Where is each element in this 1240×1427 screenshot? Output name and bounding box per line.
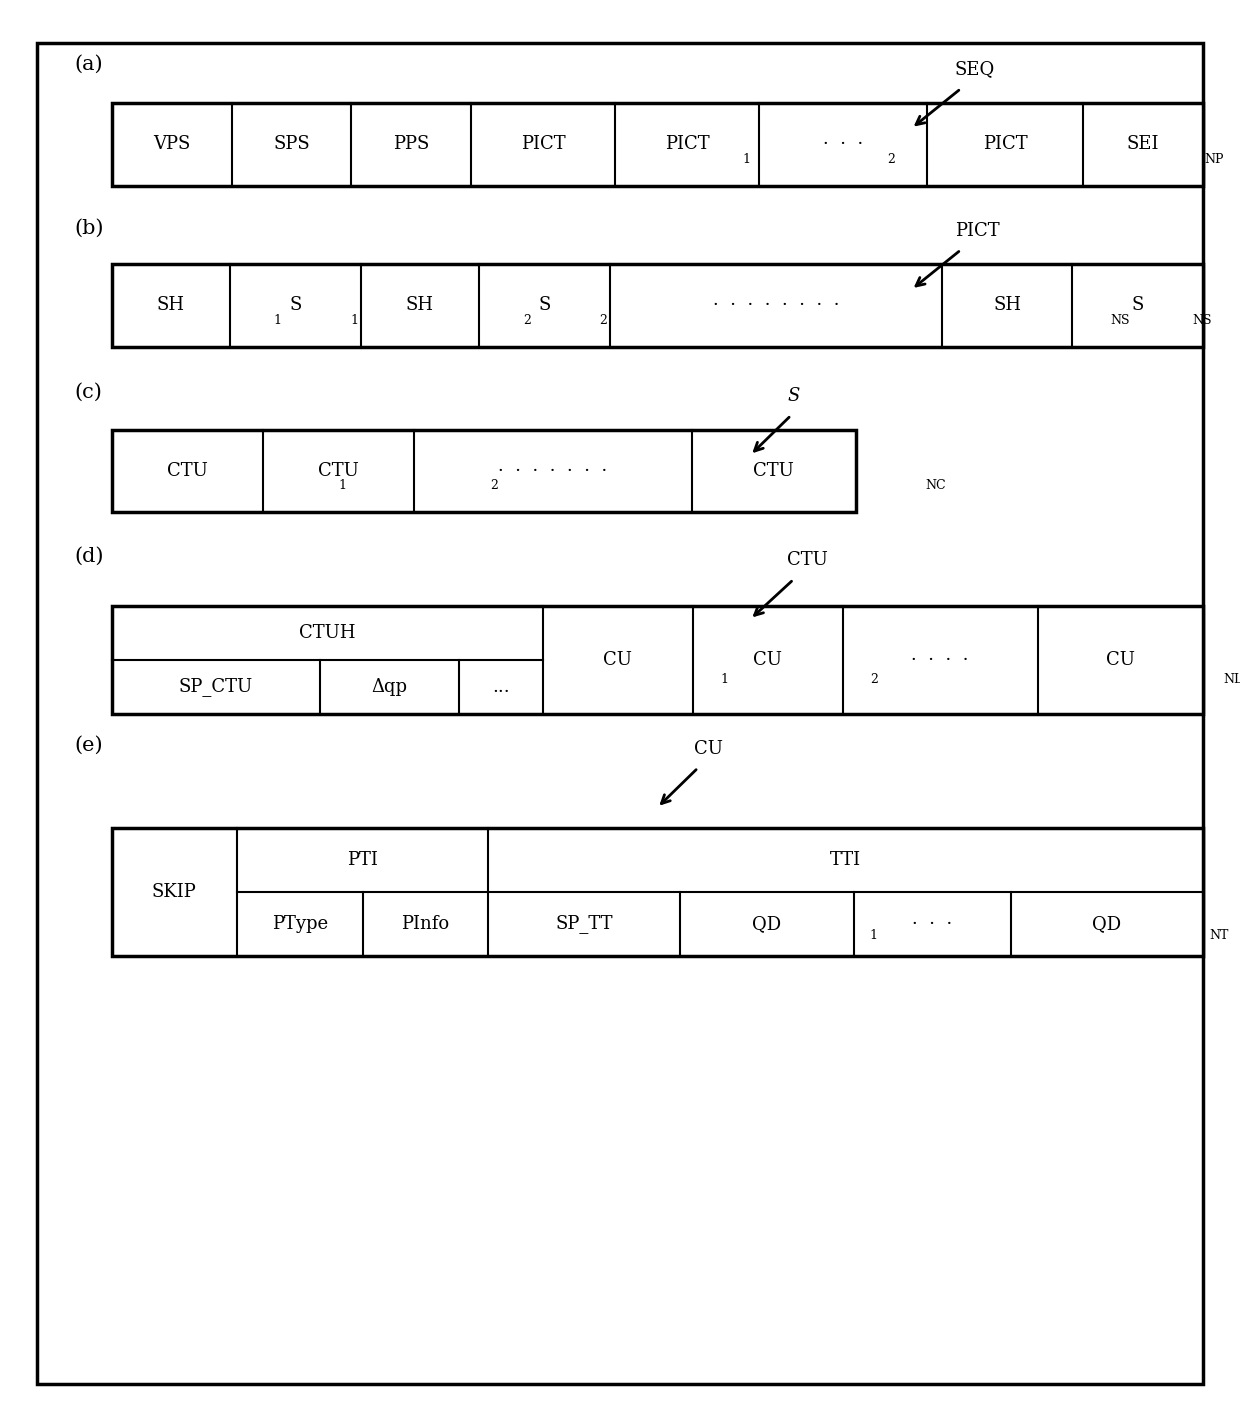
Text: SEI: SEI: [1127, 136, 1159, 153]
Text: SP_CTU: SP_CTU: [179, 678, 253, 696]
Text: ·  ·  ·: · · ·: [823, 136, 863, 153]
Text: NC: NC: [925, 479, 946, 492]
Text: CU: CU: [1106, 651, 1135, 669]
Text: PPS: PPS: [393, 136, 429, 153]
Text: TTI: TTI: [830, 850, 861, 869]
Text: ·  ·  ·: · · ·: [913, 915, 952, 933]
Text: CU: CU: [753, 651, 782, 669]
Bar: [112, 828, 1203, 956]
Text: Δqp: Δqp: [372, 678, 408, 696]
Text: CTU: CTU: [787, 551, 828, 569]
Text: ·  ·  ·  ·  ·  ·  ·: · · · · · · ·: [498, 462, 608, 479]
Text: 1: 1: [720, 672, 729, 686]
Text: CTUH: CTUH: [299, 624, 356, 642]
Text: SH: SH: [993, 297, 1021, 314]
Text: QD: QD: [1092, 915, 1121, 933]
Bar: [112, 606, 1203, 714]
Text: 2: 2: [523, 314, 531, 327]
Text: ·  ·  ·  ·  ·  ·  ·  ·: · · · · · · · ·: [713, 297, 839, 314]
Text: NS: NS: [1192, 314, 1211, 327]
Text: 1: 1: [274, 314, 281, 327]
Text: NS: NS: [1110, 314, 1130, 327]
Text: (a): (a): [74, 54, 103, 74]
Text: PType: PType: [272, 915, 327, 933]
Text: ...: ...: [492, 678, 510, 696]
Text: S: S: [538, 297, 551, 314]
Text: SPS: SPS: [273, 136, 310, 153]
Text: 1: 1: [350, 314, 358, 327]
Text: QD: QD: [753, 915, 781, 933]
Bar: [112, 264, 1203, 347]
Text: NT: NT: [1210, 929, 1229, 942]
Text: PICT: PICT: [955, 221, 999, 240]
Text: PICT: PICT: [982, 136, 1027, 153]
Text: VPS: VPS: [153, 136, 190, 153]
Text: 1: 1: [743, 153, 751, 166]
Text: (c): (c): [74, 382, 102, 402]
Text: CU: CU: [603, 651, 632, 669]
Text: 2: 2: [490, 479, 497, 492]
Text: CTU: CTU: [753, 462, 794, 479]
Text: S: S: [289, 297, 301, 314]
Text: SEQ: SEQ: [955, 60, 994, 78]
Text: S: S: [787, 387, 800, 405]
Text: NP: NP: [1204, 153, 1224, 166]
Text: SH: SH: [405, 297, 434, 314]
Text: CTU: CTU: [167, 462, 207, 479]
Text: PICT: PICT: [521, 136, 565, 153]
Text: (e): (e): [74, 735, 103, 755]
Text: (d): (d): [74, 547, 104, 567]
Text: ·  ·  ·  ·: · · · ·: [911, 651, 968, 669]
Text: PInfo: PInfo: [402, 915, 449, 933]
Text: 2: 2: [599, 314, 606, 327]
Text: CU: CU: [694, 739, 723, 758]
Bar: [112, 103, 1203, 186]
Text: SH: SH: [157, 297, 185, 314]
Text: CTU: CTU: [319, 462, 360, 479]
Text: NL: NL: [1223, 672, 1240, 686]
Text: S: S: [1131, 297, 1143, 314]
Text: (b): (b): [74, 218, 104, 238]
Text: 1: 1: [870, 929, 878, 942]
Text: PTI: PTI: [347, 850, 378, 869]
Text: SKIP: SKIP: [153, 883, 197, 900]
Text: 2: 2: [887, 153, 895, 166]
Text: SP_TT: SP_TT: [556, 915, 613, 933]
Text: 2: 2: [870, 672, 878, 686]
Text: 1: 1: [339, 479, 346, 492]
Bar: [112, 430, 856, 512]
Text: PICT: PICT: [665, 136, 709, 153]
